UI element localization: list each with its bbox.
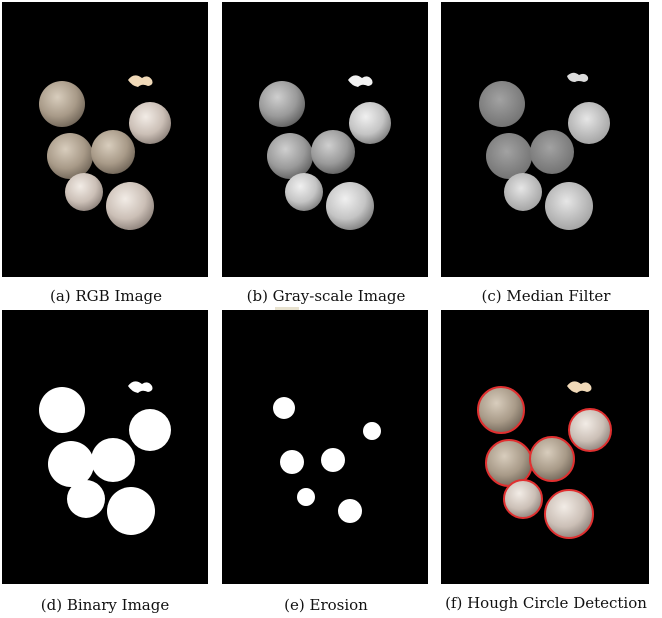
panel-erosion — [222, 310, 428, 584]
caption-c: (c) Median Filter — [481, 287, 611, 305]
panel-hough-circle-detection — [441, 310, 649, 584]
caption-b: (b) Gray-scale Image — [246, 287, 406, 305]
caption-f: (f) Hough Circle Detection — [445, 594, 647, 612]
panel-grayscale-image — [222, 2, 428, 277]
grayscale-coins-image — [259, 75, 391, 230]
panel-median-filter — [441, 2, 649, 277]
rgb-coins-image — [39, 75, 171, 230]
top-edge-mark — [275, 307, 299, 310]
caption-e: (e) Erosion — [284, 596, 368, 614]
eroded-image — [273, 397, 381, 523]
binary-image — [39, 381, 171, 535]
caption-d: (d) Binary Image — [40, 596, 170, 614]
panel-binary-image — [2, 310, 208, 584]
hough-detection-image — [477, 381, 612, 539]
caption-a: (a) RGB Image — [49, 287, 163, 305]
panel-rgb-image — [2, 2, 208, 277]
median-filtered-image — [479, 72, 610, 230]
